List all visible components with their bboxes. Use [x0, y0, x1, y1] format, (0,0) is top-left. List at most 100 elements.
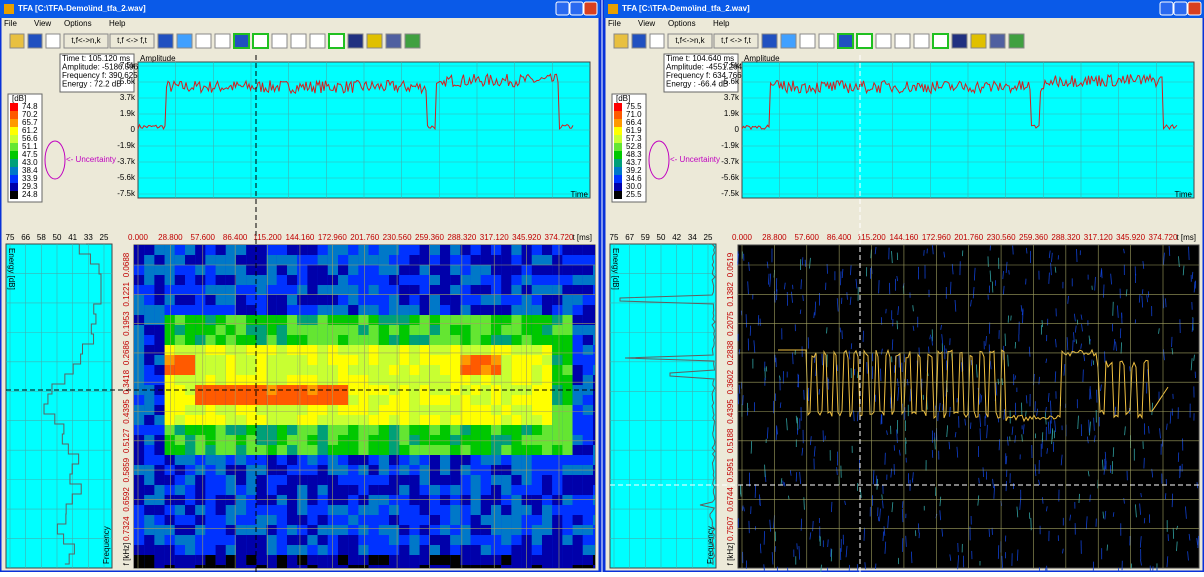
toolbar-button[interactable] [1009, 34, 1024, 48]
toolbar-button[interactable] [762, 34, 777, 48]
toolbar-button[interactable] [329, 34, 344, 48]
spectrogram-cell [542, 525, 552, 535]
toolbar-button[interactable] [876, 34, 891, 48]
toolbar-button[interactable] [10, 34, 24, 48]
spectrogram-cell [277, 495, 287, 505]
spectrogram-cell [328, 405, 338, 415]
spectrogram-cell [338, 265, 348, 275]
spectrogram-cell [154, 455, 164, 465]
menu-item[interactable]: Help [713, 19, 730, 28]
spectrogram-cell [420, 305, 430, 315]
maximize-button[interactable] [1174, 2, 1187, 15]
spectrogram-cell [307, 245, 317, 255]
toolbar-button[interactable] [215, 34, 230, 48]
spectrogram-cell [205, 545, 215, 555]
toolbar-button[interactable] [857, 34, 872, 48]
toolbar-button[interactable] [895, 34, 910, 48]
toolbar-button[interactable] [234, 34, 249, 48]
spectrogram-cell [226, 265, 236, 275]
spectrogram-cell [246, 485, 256, 495]
toolbar-button[interactable] [405, 34, 420, 48]
spectrogram-cell [236, 455, 246, 465]
close-button[interactable] [584, 2, 597, 15]
toolbar-button[interactable] [952, 34, 967, 48]
toolbar-button[interactable] [614, 34, 628, 48]
spectrogram-cell [573, 335, 583, 345]
toolbar-button[interactable] [28, 34, 42, 48]
menu-item[interactable]: Options [64, 19, 92, 28]
time-tick-label: 345.920 [512, 233, 541, 242]
menu-item[interactable]: View [34, 19, 51, 28]
toolbar-button[interactable] [838, 34, 853, 48]
maximize-button[interactable] [570, 2, 583, 15]
menu-item[interactable]: Help [109, 19, 126, 28]
toolbar-button[interactable] [253, 34, 268, 48]
spectrogram-cell [481, 425, 491, 435]
spectrogram-cell [134, 295, 144, 305]
spectrogram-cell [369, 365, 379, 375]
toolbar-button[interactable] [781, 34, 796, 48]
spectrogram-cell [501, 535, 511, 545]
spectrogram-cell [165, 445, 175, 455]
spectrogram-cell [246, 375, 256, 385]
toolbar-button[interactable] [933, 34, 948, 48]
toolbar-button[interactable] [158, 34, 173, 48]
toolbar-button[interactable] [632, 34, 646, 48]
menu-item[interactable]: View [638, 19, 655, 28]
toolbar-button[interactable] [819, 34, 834, 48]
spectrogram-cell [328, 305, 338, 315]
spectrogram-cell [358, 545, 368, 555]
spectrogram-cell [185, 555, 195, 565]
spectrogram-cell [358, 565, 368, 568]
spectrogram-cell [328, 255, 338, 265]
minimize-button[interactable] [1160, 2, 1173, 15]
toolbar-button[interactable] [348, 34, 363, 48]
toolbar-button[interactable] [650, 34, 664, 48]
spectrogram-cell [154, 505, 164, 515]
toolbar-button[interactable] [310, 34, 325, 48]
toolbar-button[interactable] [800, 34, 815, 48]
spectrogram-cell [195, 305, 205, 315]
spectrogram-cell [409, 285, 419, 295]
frequency-tick-label: 0.2075 [726, 311, 735, 336]
spectrogram-stroke [788, 496, 789, 500]
spectrogram-cell [471, 445, 481, 455]
toolbar-button[interactable] [367, 34, 382, 48]
spectrogram-cell [573, 475, 583, 485]
spectrogram-cell [307, 355, 317, 365]
menu-item[interactable]: File [608, 19, 621, 28]
toolbar-button[interactable] [990, 34, 1005, 48]
toolbar-button[interactable] [177, 34, 192, 48]
spectrogram-cell [185, 415, 195, 425]
spectrogram-cell [440, 565, 450, 568]
spectrogram-cell [256, 525, 266, 535]
spectrogram-cell [562, 565, 572, 568]
toolbar-button[interactable] [914, 34, 929, 48]
spectrogram-cell [256, 245, 266, 255]
spectrogram-cell [369, 485, 379, 495]
toolbar-button[interactable] [291, 34, 306, 48]
spectrogram-cell [216, 445, 226, 455]
spectrogram-cell [195, 505, 205, 515]
energy-tick-label: 33 [84, 233, 93, 242]
spectrogram-cell [277, 525, 287, 535]
spectrogram-cell [175, 375, 185, 385]
spectrogram-cell [420, 525, 430, 535]
toolbar-button[interactable] [196, 34, 211, 48]
toolbar-button[interactable] [386, 34, 401, 48]
spectrogram-cell [338, 325, 348, 335]
toolbar-button[interactable] [971, 34, 986, 48]
close-button[interactable] [1188, 2, 1201, 15]
spectrogram-cell [389, 275, 399, 285]
spectrogram-cell [287, 435, 297, 445]
spectrogram-cell [287, 445, 297, 455]
spectrogram-cell [583, 255, 593, 265]
toolbar-button[interactable] [46, 34, 60, 48]
menu-item[interactable]: File [4, 19, 17, 28]
spectrogram-cell [593, 285, 595, 295]
toolbar-button[interactable] [272, 34, 287, 48]
spectrogram-cell [511, 355, 521, 365]
menu-item[interactable]: Options [668, 19, 696, 28]
spectrogram-cell [511, 325, 521, 335]
minimize-button[interactable] [556, 2, 569, 15]
